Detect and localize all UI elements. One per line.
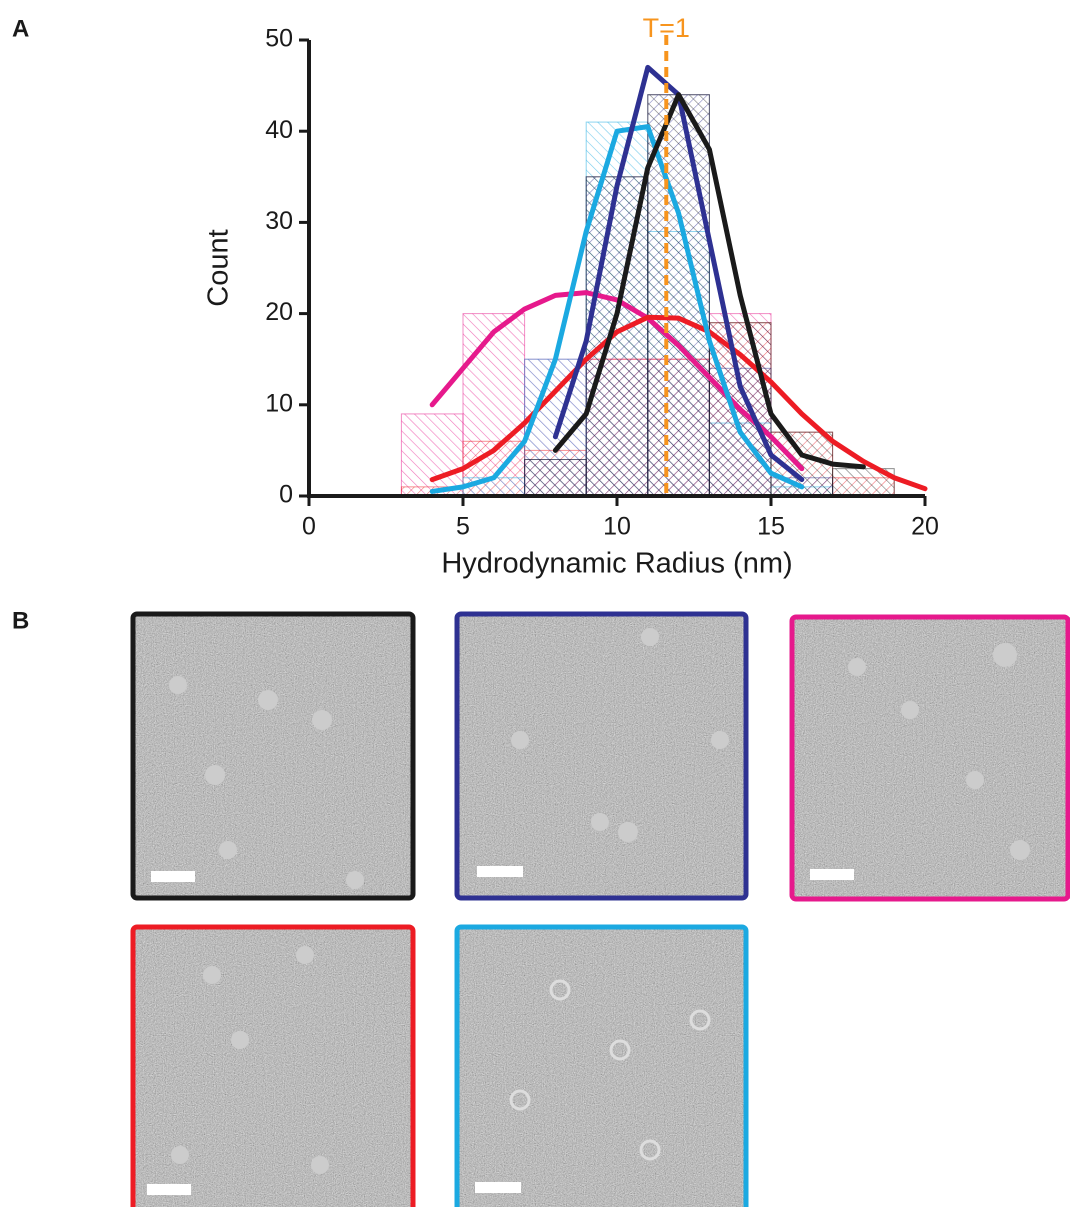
particle — [901, 701, 919, 719]
x-tick-label: 10 — [603, 513, 631, 541]
y-tick-label: 40 — [265, 116, 293, 144]
x-tick-label: 20 — [911, 513, 939, 541]
particle — [205, 765, 225, 785]
fit-curve — [429, 124, 805, 494]
particle — [641, 628, 659, 646]
x-axis-title: Hydrodynamic Radius (nm) — [441, 548, 792, 580]
particle — [312, 710, 332, 730]
image — [457, 927, 746, 1207]
micrograph — [789, 614, 1070, 902]
y-tick-label: 0 — [279, 481, 293, 509]
image — [457, 614, 746, 898]
particle — [689, 1009, 711, 1031]
particle — [1010, 840, 1030, 860]
micrograph — [454, 611, 749, 901]
particle — [591, 813, 609, 831]
particle — [549, 979, 571, 1001]
y-tick-label: 20 — [265, 298, 293, 326]
frame — [454, 611, 749, 901]
particle — [848, 658, 866, 676]
y-tick-label: 10 — [265, 389, 293, 417]
image — [130, 611, 416, 901]
particle — [203, 966, 221, 984]
particle — [993, 643, 1017, 667]
x-tick-label: 5 — [456, 513, 470, 541]
panel-label: A — [12, 15, 29, 42]
micrograph — [130, 924, 416, 1212]
particle — [618, 822, 638, 842]
particle — [711, 731, 729, 749]
fit-curve — [429, 290, 805, 472]
particle — [639, 1139, 661, 1161]
fit-curve — [429, 314, 928, 492]
micrograph — [130, 611, 416, 901]
x-tick-label: 0 — [302, 513, 316, 541]
x-tick-label: 15 — [757, 513, 785, 541]
particle — [296, 946, 314, 964]
frame — [130, 611, 416, 901]
histogram-bar — [524, 459, 587, 497]
particle — [511, 731, 529, 749]
particle — [219, 841, 237, 859]
particle — [258, 690, 278, 710]
histogram-bar — [400, 413, 464, 497]
micrograph — [454, 924, 749, 1212]
scale-bar — [151, 871, 195, 882]
y-axis-title: Count — [203, 229, 235, 306]
image — [792, 617, 1070, 899]
frame — [789, 614, 1070, 902]
panel-label: B — [12, 607, 29, 634]
y-tick-label: 30 — [265, 207, 293, 235]
particle — [169, 676, 187, 694]
y-tick-label: 50 — [265, 25, 293, 53]
particle — [966, 771, 984, 789]
scale-bar — [475, 1182, 521, 1193]
particle — [231, 1031, 249, 1049]
particle — [171, 1146, 189, 1164]
particle — [509, 1089, 531, 1111]
particle — [346, 871, 364, 889]
particle — [609, 1039, 631, 1061]
histogram-bar — [462, 477, 526, 497]
image — [133, 927, 413, 1207]
scale-bar — [147, 1184, 191, 1195]
particle — [311, 1156, 329, 1174]
histogram-bar — [585, 176, 649, 497]
reference-label: T=1 — [643, 13, 690, 43]
micrographs — [130, 611, 1070, 1212]
scale-bar — [810, 869, 854, 880]
fit-curve — [552, 92, 866, 470]
scale-bar — [477, 866, 523, 877]
